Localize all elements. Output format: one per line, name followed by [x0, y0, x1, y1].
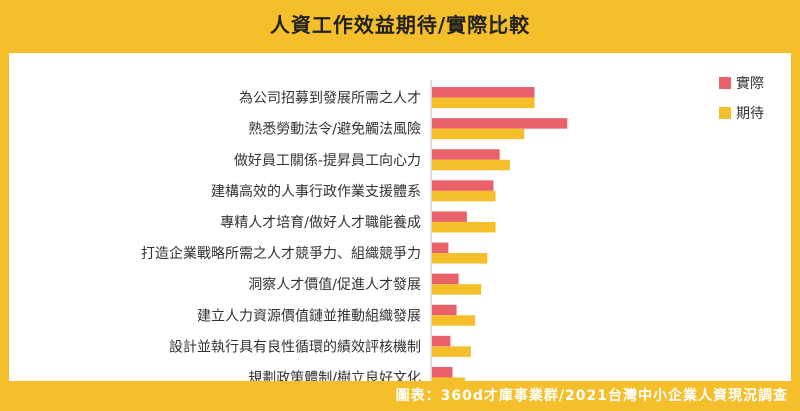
legend-label-actual: 實際 [736, 75, 764, 92]
bar-expected [432, 284, 482, 295]
chart-panel: 為公司招募到發展所需之人才熟悉勞動法令/避免觸法風險做好員工關係-提昇員工向心力… [9, 53, 791, 381]
bar-expected [432, 253, 488, 264]
bar-actual [432, 273, 459, 285]
bar-chart: 為公司招募到發展所需之人才熟悉勞動法令/避免觸法風險做好員工關係-提昇員工向心力… [141, 75, 764, 381]
category-label: 熟悉勞動法令/避免觸法風險 [248, 122, 421, 138]
bar-actual [432, 149, 500, 160]
bar-expected [432, 315, 476, 326]
bar-expected [432, 221, 496, 233]
bar-actual [432, 242, 449, 254]
bar-expected [432, 346, 471, 357]
chart-title: 人資工作效益期待/實際比較 [269, 13, 531, 37]
bar-actual [432, 180, 494, 191]
bar-expected [432, 190, 496, 202]
category-label: 為公司招募到發展所需之人才 [239, 91, 421, 107]
source-caption: 圖表：360d才庫事業群/2021台灣中小企業人資現況調查 [395, 388, 788, 404]
bar-expected [432, 97, 535, 109]
bar-expected [432, 377, 465, 381]
category-label: 做好員工關係-提昇員工向心力 [234, 153, 421, 169]
bar-actual [432, 304, 457, 316]
bar-actual [432, 366, 453, 378]
category-label: 建構高效的人事行政作業支援體系 [211, 183, 421, 200]
bar-actual [432, 335, 451, 347]
bar-actual [432, 118, 568, 129]
bar-actual [432, 211, 467, 222]
category-label: 洞察人才價值/促進人才發展 [248, 276, 421, 293]
category-label: 專精人才培育/做好人才職能養成 [220, 214, 421, 231]
legend-label-expected: 期待 [736, 106, 764, 122]
legend-swatch-expected [719, 107, 731, 119]
bar-actual [432, 87, 535, 98]
category-label: 建立人力資源價值鏈並推動組織發展 [197, 307, 421, 324]
category-label: 設計並執行具有良性循環的績效評核機制 [169, 339, 421, 355]
category-label: 規劃政策體制/樹立良好文化 [248, 369, 421, 381]
bar-expected [432, 128, 525, 140]
bar-expected [432, 159, 510, 171]
category-label: 打造企業戰略所需之人才競爭力、組織競爭力 [141, 245, 421, 262]
legend-swatch-actual [719, 77, 731, 89]
